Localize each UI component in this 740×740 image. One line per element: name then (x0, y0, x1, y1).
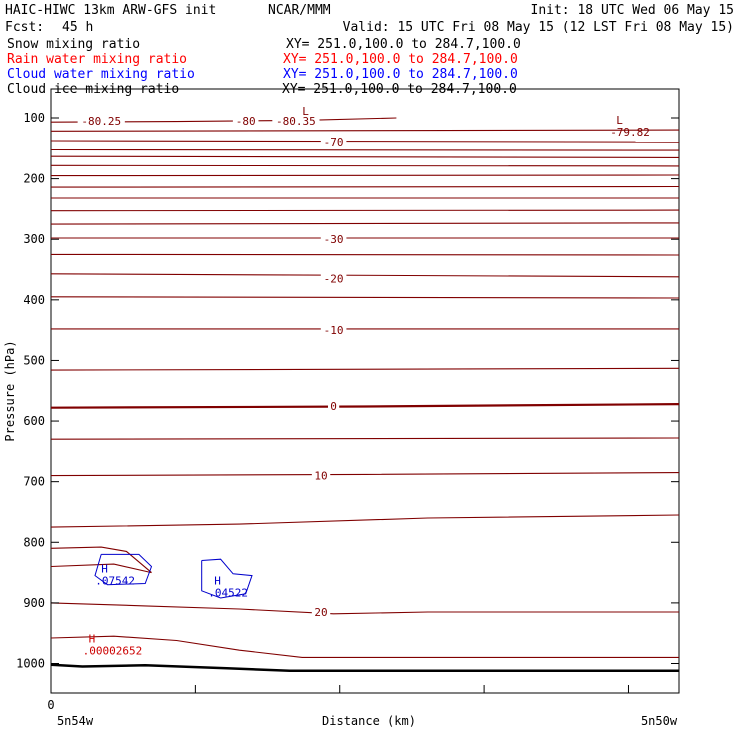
contour-label-bg (320, 272, 347, 284)
temperature-contour-label: 20 (314, 606, 327, 619)
plot-frame (50, 88, 680, 694)
center-label: NCAR/MMM (268, 3, 331, 18)
y-tick-label: 600 (23, 414, 45, 428)
contour-label-bg (311, 469, 331, 481)
contour-label-bg (77, 115, 125, 127)
cloud-water-contour (94, 553, 153, 586)
model-title: HAIC-HIWC 13km ARW-GFS init (5, 3, 216, 18)
contour-label-bg (320, 233, 347, 245)
x-axis-label: Distance (km) (322, 714, 416, 728)
valid-time: Valid: 15 UTC Fri 08 May 15 (12 LST Fri … (343, 20, 734, 35)
extremum-marker: H (101, 563, 108, 576)
contour-label-bg (328, 399, 340, 411)
x-tick-label: 0 (47, 698, 54, 712)
temperature-contour (50, 602, 679, 615)
temperature-contour-label: -20 (324, 273, 344, 286)
temperature-contour-label: -70 (324, 136, 344, 149)
x-axis: 0 (47, 685, 629, 712)
terrain-line (50, 663, 679, 673)
temperature-contour (50, 140, 680, 143)
temperature-contour-label: 0 (330, 400, 337, 413)
temperature-contour-label: -30 (324, 233, 344, 246)
field-legend: Snow mixing ratio XY= 251.0,100.0 to 284… (7, 37, 521, 97)
temperature-contour (50, 209, 680, 212)
x-left-endpoint: 5n54w (57, 714, 94, 728)
temperature-contour (50, 129, 680, 132)
y-tick-label: 900 (23, 596, 45, 610)
x-right-endpoint: 5n50w (641, 714, 678, 728)
contour-label-bg (320, 136, 347, 148)
fcst-label: Fcst: (5, 20, 44, 35)
temperature-contour (50, 635, 679, 658)
legend-cloudwater-xy: XY= 251.0,100.0 to 284.7,100.0 (283, 67, 518, 82)
legend-snow-name: Snow mixing ratio (7, 37, 140, 52)
y-tick-label: 500 (23, 353, 45, 367)
temperature-contour (50, 148, 680, 151)
temperature-contour (50, 296, 680, 299)
temperature-contour-label: -80 (236, 115, 256, 128)
temperature-contour (50, 514, 680, 528)
extremum-value: .07542 (95, 575, 135, 588)
legend-rain-xy: XY= 251.0,100.0 to 284.7,100.0 (283, 52, 518, 67)
extremum-marker: L (302, 105, 309, 118)
temperature-contour (50, 367, 680, 371)
extremum-value: .00002652 (83, 644, 143, 657)
temperature-contour-label: -80.25 (81, 115, 121, 128)
cloud-water-contour (201, 558, 253, 599)
temperature-contour-label: 10 (314, 470, 327, 483)
temperature-contour (50, 437, 680, 440)
temperature-contour (50, 403, 680, 409)
temperature-contour-label: -10 (324, 324, 344, 337)
temperature-contour (50, 164, 680, 167)
contour-label-bg (272, 115, 320, 127)
contour-label-bg (232, 115, 259, 127)
legend-rain-name: Rain water mixing ratio (7, 52, 187, 67)
temperature-contour (50, 174, 680, 177)
temperature-contour (50, 563, 152, 574)
extremum-marker: H (89, 632, 96, 645)
fcst-value: 45 h (62, 20, 93, 35)
legend-snow-xy: XY= 251.0,100.0 to 284.7,100.0 (286, 37, 521, 52)
y-axis-label: Pressure (hPa) (3, 340, 17, 441)
legend-cloudwater-name: Cloud water mixing ratio (7, 67, 195, 82)
init-time: Init: 18 UTC Wed 06 May 15 (531, 3, 735, 18)
temperature-contour-label: -80.35 (276, 115, 316, 128)
y-tick-label: 100 (23, 111, 45, 125)
header: HAIC-HIWC 13km ARW-GFS init NCAR/MMM Ini… (5, 3, 734, 35)
y-tick-label: 1000 (16, 657, 45, 671)
contour-label-bg (311, 605, 331, 617)
temperature-contour (50, 155, 680, 158)
temperature-contour (50, 185, 680, 188)
y-tick-label: 200 (23, 172, 45, 186)
y-tick-label: 800 (23, 535, 45, 549)
extremum-value: .04522 (208, 587, 248, 600)
temperature-contour (50, 222, 680, 225)
temperature-contour (50, 253, 680, 256)
extremum-marker: L (616, 114, 623, 127)
extremum-value: -79.82 (610, 126, 650, 139)
y-tick-label: 700 (23, 475, 45, 489)
temperature-contour (50, 546, 152, 574)
y-tick-label: 300 (23, 232, 45, 246)
contour-label-bg (320, 324, 347, 336)
temperature-contour (50, 472, 680, 477)
temperature-contour (50, 273, 680, 278)
y-tick-label: 400 (23, 293, 45, 307)
extremum-marker: H (214, 575, 221, 588)
